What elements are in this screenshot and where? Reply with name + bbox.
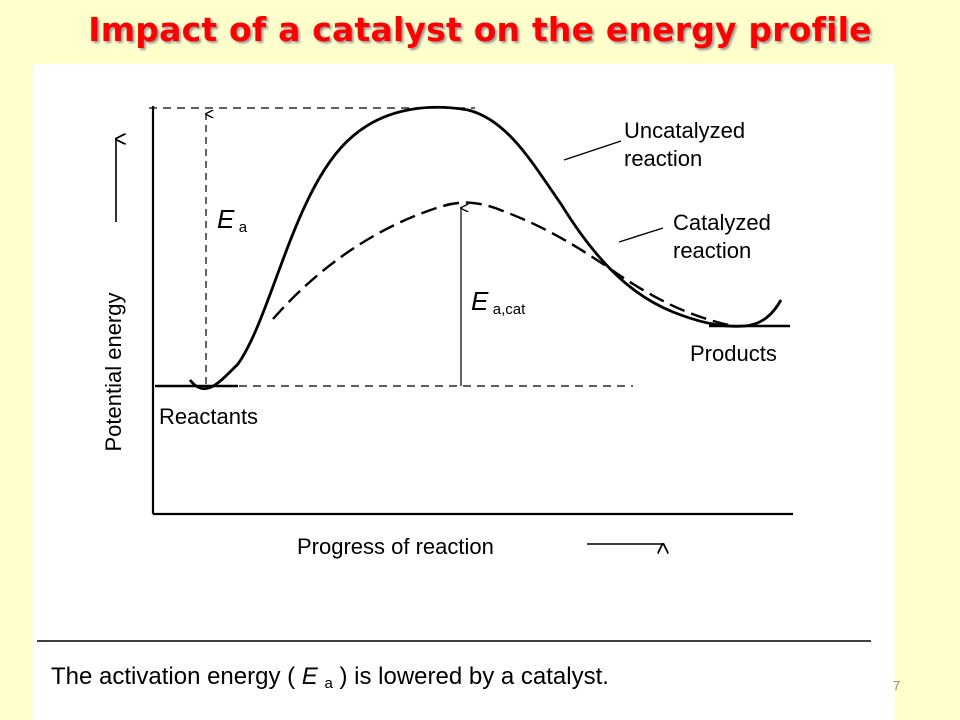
ea-label: E a [217, 204, 248, 236]
caption-text-before: The activation energy ( [51, 663, 295, 690]
ea-cat-label: E a,cat [471, 286, 526, 318]
x-axis-label: Progress of reaction [297, 534, 494, 559]
ea-cat-label-symbol: E [471, 286, 489, 316]
uncatalyzed-label: Uncatalyzed reaction [624, 118, 751, 171]
ea-label-subscript: a [239, 219, 248, 236]
catalyzed-label-line-2: reaction [673, 238, 751, 263]
caption-symbol: E [302, 663, 319, 690]
catalyzed-leader-line [618, 227, 664, 243]
diagram-panel: Potential energy Progress of reaction Un… [33, 64, 895, 720]
catalyzed-curve [272, 201, 734, 328]
catalyzed-label: Catalyzed reaction [673, 210, 777, 263]
uncatalyzed-leader-line [563, 140, 622, 161]
caption-text-after: ) is lowered by a catalyst. [340, 663, 609, 690]
y-axis-label: Potential energy [101, 293, 126, 452]
catalyzed-label-line-1: Catalyzed [673, 210, 771, 235]
slide-number: 7 [893, 678, 901, 693]
uncatalyzed-label-line-2: reaction [624, 146, 702, 171]
uncatalyzed-label-line-1: Uncatalyzed [624, 118, 745, 143]
ea-label-symbol: E [217, 204, 235, 234]
reactants-label: Reactants [159, 404, 258, 429]
ea-cat-label-subscript: a,cat [493, 301, 526, 318]
caption-subscript: a [324, 675, 333, 692]
slide-title: Impact of a catalyst on the energy profi… [88, 10, 872, 49]
caption: The activation energy ( E a ) is lowered… [51, 663, 609, 694]
uncatalyzed-curve [188, 105, 783, 391]
products-label: Products [690, 341, 777, 366]
energy-profile-diagram: Potential energy Progress of reaction Un… [37, 105, 871, 694]
